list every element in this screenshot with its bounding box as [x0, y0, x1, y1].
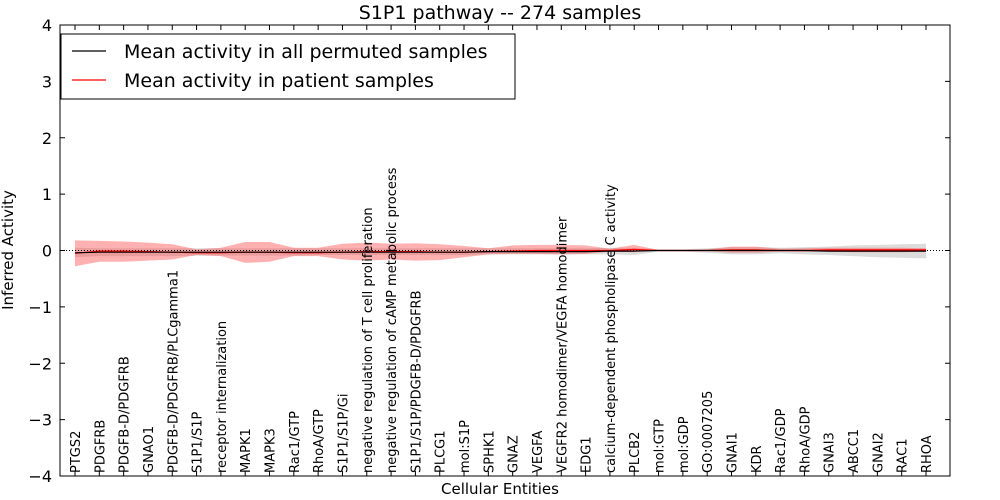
x-tick-label-3: GNAO1 [142, 426, 157, 473]
y-tick-label-0: −4 [28, 467, 52, 486]
legend-label-patient: Mean activity in patient samples [124, 70, 434, 92]
x-tick-label-0: PTGS2 [69, 431, 84, 473]
x-tick-label-6: receptor internalization [215, 321, 230, 473]
legend: Mean activity in all permuted samples Me… [60, 33, 516, 100]
x-tick-label-34: RAC1 [896, 438, 911, 473]
x-tick-label-29: Rac1/GDP [774, 408, 789, 473]
x-tick-label-17: SPHK1 [482, 430, 497, 473]
x-tick-label-18: GNAZ [507, 435, 522, 473]
chart-title: S1P1 pathway -- 274 samples [359, 2, 641, 24]
x-tick-label-22: calcium-dependent phospholipase C activi… [604, 184, 619, 473]
x-tick-label-30: RhoA/GDP [798, 406, 813, 473]
x-tick-label-5: S1P1/S1P [191, 411, 206, 473]
x-tick-label-1: PDGFRB [93, 420, 108, 473]
y-tick-label-2: −2 [28, 354, 52, 373]
x-tick-label-8: MAPK3 [264, 428, 279, 473]
band-series-1 [75, 240, 926, 267]
x-tick-label-10: RhoA/GTP [312, 409, 327, 473]
y-tick-label-3: −1 [28, 298, 52, 317]
x-tick-label-14: S1P1/S1P/PDGFB-D/PDGFRB [409, 290, 424, 473]
legend-box [60, 33, 516, 100]
x-tick-label-27: GNAI1 [725, 432, 740, 473]
y-tick-label-7: 3 [42, 72, 52, 91]
x-axis-label: Cellular Entities [441, 480, 559, 498]
x-tick-label-25: mol:GDP [677, 416, 692, 473]
x-tick-label-24: mol:GTP [653, 419, 668, 473]
x-tick-label-23: PLCB2 [628, 432, 643, 473]
x-tick-label-9: Rac1/GTP [288, 411, 303, 473]
legend-label-permuted: Mean activity in all permuted samples [124, 41, 487, 63]
x-tick-label-32: ABCC1 [847, 429, 862, 473]
x-tick-label-11: S1P1/S1P/Gi [336, 394, 351, 473]
y-tick-label-6: 2 [42, 129, 52, 148]
x-tick-label-19: VEGFA [531, 431, 546, 473]
y-axis: −4 −3 −2 −1 0 1 2 3 4 [28, 16, 950, 486]
x-tick-label-31: GNAI3 [823, 432, 838, 473]
x-tick-label-7: MAPK1 [239, 428, 254, 473]
x-tick-label-28: KDR [750, 445, 765, 473]
x-tick-label-21: EDG1 [580, 436, 595, 473]
y-axis-label: Inferred Activity [0, 190, 17, 310]
x-tick-label-35: RHOA [920, 435, 935, 473]
y-tick-label-1: −3 [28, 411, 52, 430]
x-tick-label-4: PDGFB-D/PDGFRB/PLCgamma1 [166, 270, 181, 473]
y-tick-label-8: 4 [42, 16, 52, 35]
confidence-bands [60, 240, 950, 267]
x-tick-label-33: GNAI2 [871, 432, 886, 473]
x-tick-label-12: negative regulation of T cell proliferat… [361, 207, 376, 473]
x-tick-label-20: VEGFR2 homodimer/VEGFA homodimer [555, 216, 570, 473]
x-axis: PTGS2 PDGFRB PDGFB-D/PDGFRB GNAO1 PDGFB-D/PD… [69, 25, 935, 476]
x-tick-label-2: PDGFB-D/PDGFRB [118, 356, 133, 473]
x-tick-label-15: PLCG1 [434, 430, 449, 473]
x-tick-label-26: GO:0007205 [701, 391, 716, 473]
line-series-0 [74, 249, 926, 254]
x-tick-label-13: negative regulation of cAMP metabolic pr… [385, 167, 400, 473]
y-tick-label-5: 1 [42, 185, 52, 204]
x-tick-label-16: mol:S1P [458, 420, 473, 473]
y-tick-label-4: 0 [42, 242, 52, 261]
series-lines [74, 248, 926, 254]
